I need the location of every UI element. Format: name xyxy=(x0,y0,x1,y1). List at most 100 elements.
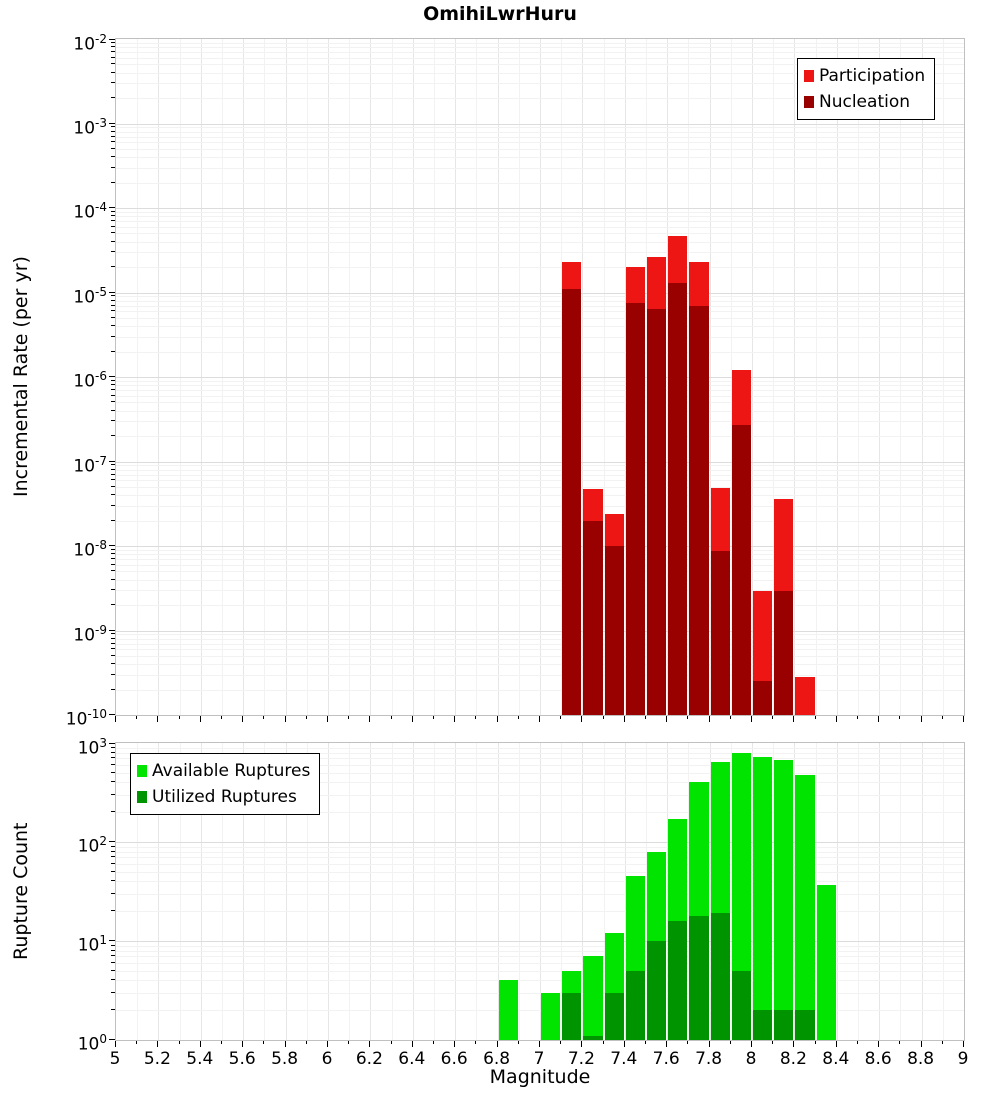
y-tick-label: 10-6 xyxy=(73,369,107,392)
x-axis-tick xyxy=(857,716,858,719)
gridline-horizontal xyxy=(116,233,964,235)
y-axis-minor-tick xyxy=(111,961,115,963)
x-axis-tick xyxy=(729,716,731,719)
x-axis-tick xyxy=(687,716,689,719)
gridline-vertical xyxy=(879,743,881,1040)
gridline-horizontal xyxy=(116,846,964,848)
y-axis-minor-tick xyxy=(111,71,115,73)
y-axis-tick xyxy=(109,460,115,462)
gridline-horizontal xyxy=(116,208,964,209)
legend-item-utilized-ruptures: Utilized Ruptures xyxy=(137,784,310,810)
y-axis-minor-tick xyxy=(111,240,115,242)
x-axis-tick xyxy=(560,716,562,719)
gridline-horizontal xyxy=(116,98,964,100)
gridline-horizontal xyxy=(116,402,964,404)
x-axis-tick xyxy=(772,716,774,719)
y-axis-minor-tick xyxy=(111,642,115,644)
gridline-vertical xyxy=(561,743,563,1040)
y-tick-label: 10-8 xyxy=(73,538,107,561)
available-ruptures-bar xyxy=(498,980,518,1040)
gridline-horizontal xyxy=(116,549,964,551)
x-tick-label: 6 xyxy=(321,1049,333,1069)
x-axis-tick xyxy=(517,716,519,719)
gridline-horizontal xyxy=(116,893,964,895)
gridline-horizontal xyxy=(116,83,964,85)
gridline-vertical xyxy=(603,743,605,1040)
gridline-horizontal xyxy=(116,956,964,958)
gridline-horizontal xyxy=(116,252,964,254)
x-axis-tick xyxy=(835,1041,837,1047)
gridline-horizontal xyxy=(116,351,964,353)
gridline-horizontal xyxy=(116,486,964,488)
y-axis-minor-tick xyxy=(111,156,115,158)
gridline-vertical xyxy=(518,743,520,1040)
x-tick-label: 9 xyxy=(957,1049,969,1069)
y-tick-label: 101 xyxy=(77,933,107,956)
x-axis-tick xyxy=(411,1041,413,1047)
gridline-horizontal xyxy=(116,941,964,942)
nucleation-swatch-icon xyxy=(804,96,814,108)
x-axis-tick xyxy=(284,716,286,722)
x-axis-tick xyxy=(221,716,222,719)
utilized-ruptures-bar xyxy=(625,970,645,1040)
x-axis-tick xyxy=(411,716,413,722)
gridline-horizontal xyxy=(116,157,964,159)
utilized-ruptures-bar xyxy=(647,941,667,1040)
y-axis-minor-tick xyxy=(111,147,115,149)
y-axis-minor-tick xyxy=(111,519,115,521)
gridline-horizontal xyxy=(116,123,964,125)
y-axis-minor-tick xyxy=(111,751,115,753)
legend-item-nucleation: Nucleation xyxy=(804,89,925,115)
gridline-horizontal xyxy=(116,674,964,676)
x-axis-tick xyxy=(963,1041,964,1047)
y-axis-tick xyxy=(109,841,115,842)
x-axis-tick xyxy=(920,1041,922,1047)
x-tick-label: 7.4 xyxy=(610,1049,638,1069)
x-axis-tick xyxy=(602,1041,604,1044)
x-axis-tick xyxy=(751,1041,752,1047)
gridline-horizontal xyxy=(116,52,964,54)
gridline-horizontal xyxy=(116,469,964,471)
gridline-horizontal xyxy=(116,630,964,632)
participation-bar xyxy=(795,677,815,715)
gridline-vertical xyxy=(434,743,435,1040)
available-ruptures-bar xyxy=(583,956,603,1040)
y-axis-minor-tick xyxy=(111,856,115,858)
available-ruptures-bar xyxy=(731,752,751,1040)
y-axis-minor-tick xyxy=(111,548,115,550)
y-axis-minor-tick xyxy=(111,266,115,268)
gridline-horizontal xyxy=(116,590,964,592)
nucleation-bar xyxy=(604,546,624,715)
x-axis-tick xyxy=(433,1041,434,1044)
gridline-horizontal xyxy=(116,564,964,566)
gridline-vertical xyxy=(794,743,796,1040)
top-y-axis-title: Incremental Rate (per yr) xyxy=(10,256,32,498)
x-axis-tick xyxy=(941,1041,943,1044)
x-axis-title: Magnitude xyxy=(489,1066,591,1088)
x-tick-label: 5.6 xyxy=(228,1049,256,1069)
gridline-horizontal xyxy=(116,495,964,497)
x-tick-label: 8.8 xyxy=(907,1049,935,1069)
gridline-horizontal xyxy=(116,474,964,476)
gridline-vertical xyxy=(646,743,647,1040)
gridline-horizontal xyxy=(116,221,964,223)
y-tick-label: 10-5 xyxy=(73,284,107,308)
x-axis-tick xyxy=(242,1041,244,1047)
x-axis-tick xyxy=(814,1041,816,1044)
x-axis-tick xyxy=(645,716,646,719)
chart-title: OmihiLwrHuru xyxy=(423,3,577,25)
gridline-horizontal xyxy=(116,782,964,784)
x-axis-tick xyxy=(454,1041,456,1047)
x-tick-label: 6.6 xyxy=(440,1049,468,1069)
gridline-vertical xyxy=(137,743,139,1040)
x-axis-tick xyxy=(327,1041,328,1047)
gridline-horizontal xyxy=(116,962,964,964)
gridline-horizontal xyxy=(116,649,964,651)
gridline-vertical xyxy=(222,743,223,1040)
gridline-horizontal xyxy=(116,380,964,382)
x-tick-label: 8.4 xyxy=(822,1049,850,1069)
gridline-vertical xyxy=(243,743,245,1040)
y-axis-minor-tick xyxy=(111,126,115,128)
y-axis-minor-tick xyxy=(111,944,115,946)
x-axis-tick xyxy=(835,716,837,722)
